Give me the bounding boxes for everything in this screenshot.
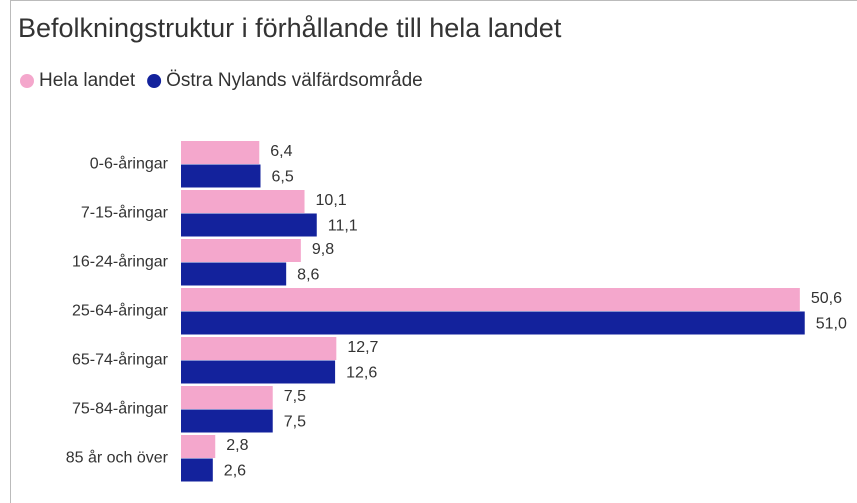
value-label: 7,5 — [284, 414, 306, 431]
legend-label: Hela landet — [39, 70, 136, 91]
legend-marker — [147, 74, 162, 88]
y-tick-label: 85 år och över — [66, 449, 169, 467]
value-label: 51,0 — [816, 316, 847, 333]
value-label: 2,6 — [224, 463, 246, 480]
bar — [181, 190, 305, 213]
value-label: 12,7 — [347, 339, 378, 356]
bar — [181, 435, 216, 458]
value-label: 10,1 — [316, 192, 347, 209]
value-label: 2,8 — [226, 437, 248, 454]
y-tick-label: 25-64-åringar — [72, 302, 169, 320]
bar — [181, 141, 260, 164]
bar — [181, 262, 287, 286]
value-label: 6,5 — [271, 169, 293, 186]
value-label: 9,8 — [312, 241, 334, 258]
bar — [181, 239, 301, 262]
y-tick-label: 65-74-åringar — [72, 351, 169, 369]
bar — [181, 164, 261, 188]
value-label: 8,6 — [297, 267, 319, 284]
value-label: 6,4 — [270, 143, 292, 160]
y-tick-label: 75-84-åringar — [72, 400, 169, 418]
frame — [10, 0, 857, 503]
bar — [181, 409, 273, 433]
bar — [181, 386, 273, 409]
value-label: 50,6 — [811, 290, 842, 307]
bar — [181, 213, 317, 237]
bar — [181, 458, 213, 482]
value-label: 11,1 — [328, 218, 358, 235]
legend-label: Östra Nylands välfärdsområde — [166, 70, 423, 91]
bar — [181, 311, 805, 335]
y-tick-label: 7-15-åringar — [81, 204, 169, 222]
bar — [181, 360, 336, 384]
bar — [181, 337, 337, 360]
y-tick-label: 0-6-åringar — [90, 155, 169, 173]
y-tick-label: 16-24-åringar — [72, 253, 169, 271]
chart-title: Befolkningstruktur i förhållande till he… — [18, 13, 562, 43]
legend-marker — [20, 74, 34, 88]
value-label: 7,5 — [284, 388, 306, 405]
bar — [181, 288, 800, 311]
value-label: 12,6 — [346, 365, 377, 382]
